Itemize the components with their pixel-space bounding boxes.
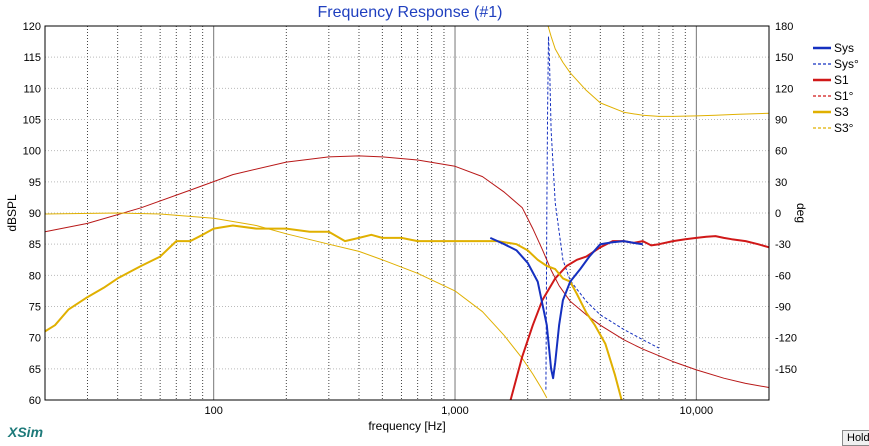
y-tick-label: 105 [23, 115, 41, 127]
y-tick-label: 95 [29, 177, 41, 189]
y2-axis-label: deg [794, 203, 808, 223]
x-axis-ticks: 100 1,000 10,000 [205, 405, 714, 417]
y-tick-label: 120 [23, 21, 41, 33]
x-tick-label: 100 [205, 405, 223, 417]
series-line-sys-phase [545, 35, 660, 390]
y-tick-label: 80 [29, 270, 41, 282]
legend-label: S3 [834, 105, 849, 119]
series-line-s1-phase [44, 155, 770, 388]
x-tick-label: 10,000 [680, 405, 714, 417]
series-line-s3 [44, 224, 623, 401]
series-line-s3-phase [44, 212, 548, 399]
hold-button[interactable]: Hold [842, 430, 869, 446]
grid [45, 26, 769, 400]
y-tick-label: 90 [29, 208, 41, 220]
x-axis-label: frequency [Hz] [368, 419, 445, 433]
y2-tick-label: 0 [775, 208, 781, 220]
x-tick-label: 1,000 [441, 405, 469, 417]
y2-tick-label: 60 [775, 146, 787, 158]
legend-label: S1° [834, 89, 854, 103]
series-line-s3-phase [547, 25, 770, 117]
y-tick-label: 60 [29, 395, 41, 407]
legend-label: Sys° [834, 57, 859, 71]
y-tick-label: 65 [29, 364, 41, 376]
y2-tick-label: 120 [775, 83, 793, 95]
plot-frame [44, 25, 770, 401]
y2-tick-label: -90 [775, 302, 791, 314]
series-line-s1 [509, 235, 770, 401]
series-layer [44, 25, 770, 401]
y-tick-label: 85 [29, 239, 41, 251]
y2-tick-label: -60 [775, 270, 791, 282]
y2-tick-label: -150 [775, 364, 797, 376]
chart-title: Frequency Response (#1) [318, 4, 503, 21]
y-axis-ticks: 60 65 70 75 80 85 90 95 100 105 110 115 120 [23, 21, 41, 407]
y2-tick-label: 150 [775, 52, 793, 64]
y2-tick-label: 30 [775, 177, 787, 189]
y2-tick-label: -30 [775, 239, 791, 251]
y2-tick-label: 180 [775, 21, 793, 33]
y-tick-label: 70 [29, 333, 41, 345]
y-tick-label: 115 [23, 52, 41, 64]
y2-tick-label: 90 [775, 115, 787, 127]
legend: Sys Sys° S1 S1° S3 S3° [813, 41, 859, 135]
legend-label: S1 [834, 73, 849, 87]
y2-axis-ticks: -150 -120 -90 -60 -30 0 30 60 90 120 150 180 [775, 21, 797, 376]
y-axis-label: dBSPL [5, 194, 19, 232]
y2-tick-label: -120 [775, 333, 797, 345]
y-tick-label: 75 [29, 302, 41, 314]
xsim-logo: XSim [8, 424, 44, 440]
legend-label: S3° [834, 121, 854, 135]
y-tick-label: 100 [23, 146, 41, 158]
series-line-sys [489, 236, 643, 380]
y-tick-label: 110 [23, 83, 41, 95]
legend-label: Sys [834, 41, 854, 55]
